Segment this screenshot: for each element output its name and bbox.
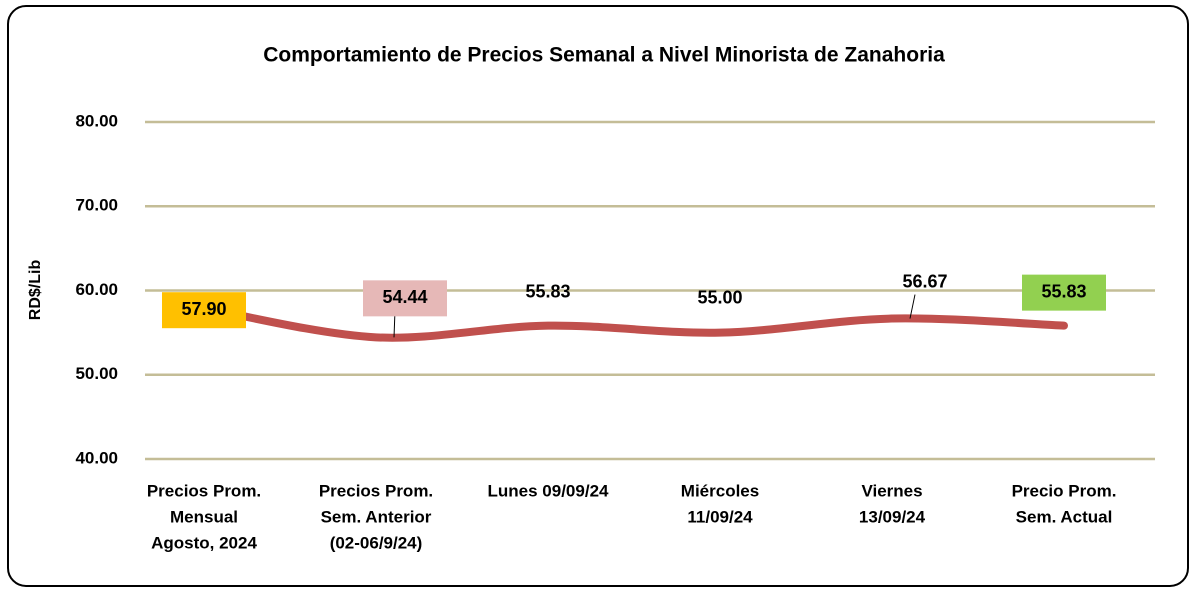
data-label: 55.83 [1041, 281, 1086, 301]
data-label: 56.67 [902, 271, 947, 291]
y-tick-label: 60.00 [75, 280, 118, 299]
x-tick-label: 11/09/24 [687, 507, 753, 526]
x-tick-label: Miércoles [681, 481, 759, 500]
chart-border [7, 5, 1189, 587]
chart-title: Comportamiento de Precios Semanal a Nive… [263, 44, 945, 67]
x-tick-label: Lunes 09/09/24 [488, 481, 610, 500]
y-axis-title: RD$/Lib [27, 260, 44, 321]
x-tick-label: Precio Prom. [1012, 481, 1117, 500]
data-label: 57.90 [181, 299, 226, 319]
x-tick-label: Agosto, 2024 [151, 533, 257, 552]
y-tick-label: 80.00 [75, 111, 118, 130]
data-label: 55.00 [697, 287, 742, 307]
x-tick-label: Precios Prom. [319, 481, 433, 500]
x-tick-label: 13/09/24 [859, 507, 926, 526]
data-label: 54.44 [382, 287, 427, 307]
label-background [363, 280, 447, 317]
x-tick-label: Viernes [861, 481, 922, 500]
x-tick-label: Mensual [170, 507, 238, 526]
x-tick-label: Sem. Anterior [321, 507, 432, 526]
y-tick-label: 70.00 [75, 196, 118, 215]
label-background [162, 292, 246, 329]
x-tick-label: (02-06/9/24) [330, 533, 423, 552]
x-tick-label: Sem. Actual [1016, 507, 1113, 526]
label-background [1022, 274, 1106, 311]
leader-line [909, 294, 916, 319]
data-label: 55.83 [525, 281, 570, 301]
line [200, 304, 1068, 342]
x-tick-label: Precios Prom. [147, 481, 261, 500]
y-tick-label: 40.00 [75, 448, 118, 467]
y-tick-label: 50.00 [75, 364, 118, 383]
